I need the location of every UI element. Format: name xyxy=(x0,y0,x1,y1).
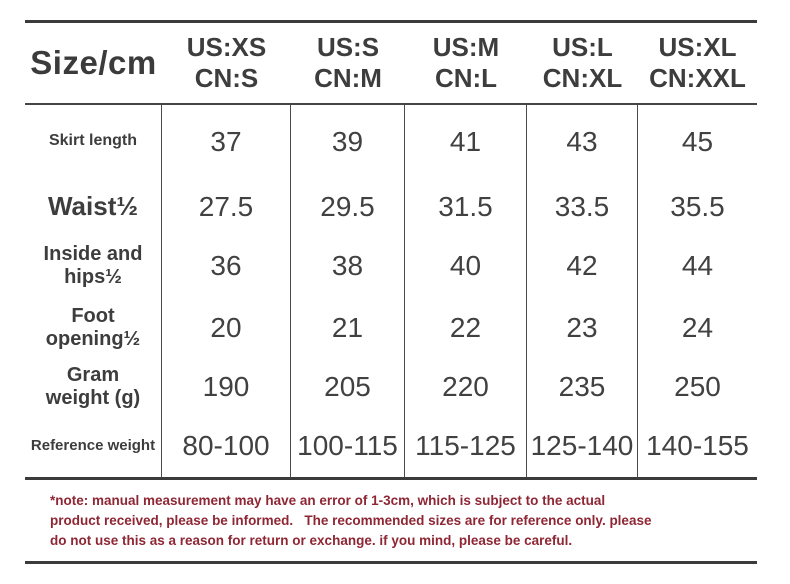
size-value-cell: 39 xyxy=(291,105,405,178)
header-separator-line xyxy=(25,103,757,105)
size-value-cell: 22 xyxy=(405,296,527,359)
cn-size-label: CN:XL xyxy=(542,63,623,93)
measurement-note: *note: manual measurement may have an er… xyxy=(50,493,652,548)
row-label-skirt-length: Skirt length xyxy=(25,105,162,178)
size-value-cell: 37 xyxy=(162,105,291,178)
table-top-border xyxy=(25,20,757,23)
size-value-cell: 29.5 xyxy=(291,178,405,235)
size-value-cell: 42 xyxy=(527,235,638,296)
size-unit-header: Size/cm xyxy=(30,44,157,81)
size-column-header-l: US:L CN:XL xyxy=(527,32,638,94)
row-label-inside-hips: Inside and hips½ xyxy=(25,235,162,296)
cn-size-label: CN:L xyxy=(434,63,498,93)
size-value-cell: 205 xyxy=(291,359,405,414)
us-size-label: US:XS xyxy=(186,32,267,62)
size-value-cell: 20 xyxy=(162,296,291,359)
size-chart-table: Size/cm US:XS CN:S US:S CN:M US:M CN:L U… xyxy=(25,20,757,480)
size-value-cell: 125-140 xyxy=(527,414,638,477)
size-value-cell: 100-115 xyxy=(291,414,405,477)
size-value-cell: 40 xyxy=(405,235,527,296)
size-value-cell: 27.5 xyxy=(162,178,291,235)
size-value-cell: 250 xyxy=(674,370,721,402)
cn-size-label: CN:M xyxy=(314,63,382,93)
us-size-label: US:L xyxy=(552,32,613,62)
size-value-cell: 45 xyxy=(681,125,714,157)
size-value-cell: 24 xyxy=(681,311,714,343)
size-value-cell: 235 xyxy=(527,359,638,414)
size-value-cell: 115-125 xyxy=(405,414,527,477)
size-value-cell: 43 xyxy=(527,105,638,178)
table-bottom-border xyxy=(25,477,757,480)
footer-divider xyxy=(25,561,757,564)
size-value-cell: 220 xyxy=(405,359,527,414)
row-label-waist: Waist½ xyxy=(25,178,162,235)
size-value-cell: 31.5 xyxy=(405,178,527,235)
size-value-cell: 36 xyxy=(162,235,291,296)
row-label-reference-weight: Reference weight xyxy=(25,414,162,477)
size-value-cell: 41 xyxy=(405,105,527,178)
size-value-cell: 33.5 xyxy=(527,178,638,235)
size-column-header-m: US:M CN:L xyxy=(405,32,527,94)
size-column-header-xl: US:XL CN:XXL xyxy=(638,32,757,94)
cn-size-label: CN:XXL xyxy=(649,63,746,93)
size-value-cell: 190 xyxy=(162,359,291,414)
size-value-cell: 38 xyxy=(291,235,405,296)
cn-size-label: CN:S xyxy=(194,63,259,93)
us-size-label: US:M xyxy=(432,32,500,62)
size-column-header-xs: US:XS CN:S xyxy=(162,32,291,94)
size-chart-header-row: Size/cm US:XS CN:S US:S CN:M US:M CN:L U… xyxy=(25,23,757,103)
size-value-cell: 23 xyxy=(527,296,638,359)
row-label-gram-weight: Gram weight (g) xyxy=(25,359,162,414)
size-value-cell: 35.5 xyxy=(670,190,725,222)
row-label-foot-opening: Foot opening½ xyxy=(25,296,162,359)
size-value-cell: 44 xyxy=(681,249,714,281)
size-column-header-s: US:S CN:M xyxy=(291,32,405,94)
size-value-cell: 140-155 xyxy=(646,429,749,461)
us-size-label: US:S xyxy=(316,32,380,62)
size-value-cell: 21 xyxy=(291,296,405,359)
size-value-cell: 80-100 xyxy=(162,414,291,477)
size-chart-body: Skirt length 37 39 41 43 45 Waist½ 27.5 … xyxy=(25,105,757,477)
us-size-label: US:XL xyxy=(658,32,737,62)
